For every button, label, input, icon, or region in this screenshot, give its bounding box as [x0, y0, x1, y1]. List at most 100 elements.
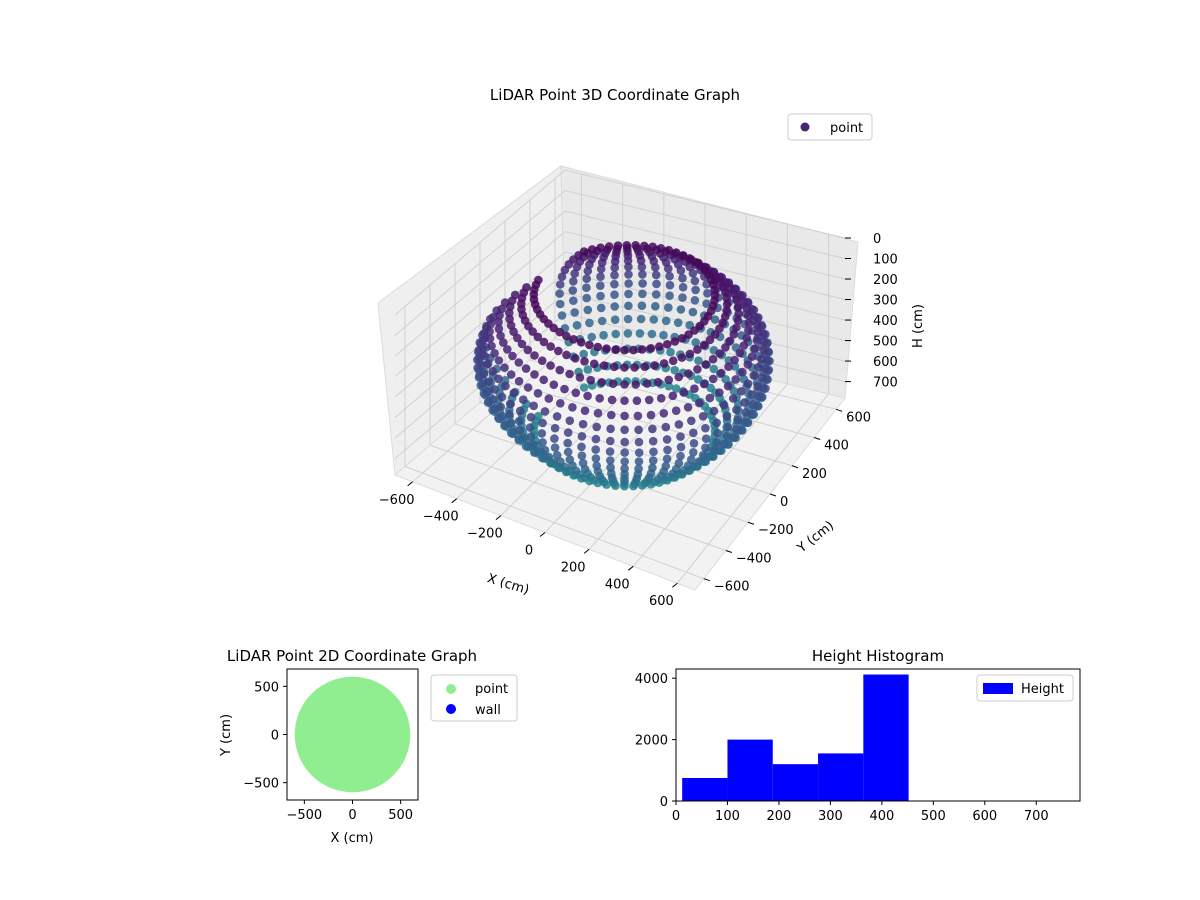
- scatter3d-point: [712, 438, 721, 447]
- scatter3d-point: [610, 315, 620, 325]
- scatter3d-point: [733, 415, 742, 425]
- scatter3d-point: [597, 378, 607, 387]
- scatter3d-point: [637, 301, 647, 311]
- scatter3d-point: [620, 437, 629, 447]
- chart2d-xlabel: X (cm): [331, 831, 374, 846]
- hist-y-tick-label: 0: [660, 795, 668, 810]
- axis3d-y-tick: [813, 437, 821, 441]
- scatter3d-point: [587, 245, 597, 254]
- hist-title: Height Histogram: [812, 647, 944, 665]
- scatter3d-point: [664, 303, 673, 312]
- hist-legend-marker: [983, 683, 1013, 694]
- scatter3d-point: [678, 293, 687, 302]
- scatter3d-point: [733, 302, 743, 312]
- scatter3d-point: [508, 351, 517, 361]
- scatter3d-point: [710, 315, 720, 324]
- scatter3d-point: [501, 381, 510, 391]
- scatter3d-point: [568, 286, 578, 295]
- scatter3d-point: [623, 329, 633, 338]
- scatter3d-point: [732, 296, 741, 305]
- hist-legend-box: [976, 674, 1074, 702]
- scatter3d-point: [517, 339, 527, 349]
- scatter3d-point: [610, 270, 619, 280]
- axis3d-y-tick-label: −400: [736, 551, 772, 566]
- scatter3d-point: [580, 357, 589, 366]
- scatter3d-point: [604, 242, 614, 251]
- scatter3d-point: [709, 445, 719, 455]
- scatter3d-point: [546, 361, 555, 370]
- hist-bar: [772, 764, 819, 801]
- scatter3d-point: [723, 422, 733, 432]
- scatter3d-point: [699, 340, 709, 350]
- scatter3d-point: [538, 418, 547, 428]
- scatter3d-point: [607, 410, 616, 420]
- scatter3d-point: [533, 332, 543, 342]
- scatter3d-point: [649, 315, 659, 324]
- scatter3d-point: [651, 302, 660, 311]
- scatter3d-point: [730, 362, 740, 371]
- axis3d-y-tick: [747, 521, 755, 525]
- scatter3d-point: [549, 458, 559, 467]
- chart2d-point-cloud: [294, 676, 411, 793]
- scatter3d-point: [497, 412, 507, 421]
- axis3d-x-tick: [407, 481, 413, 487]
- scatter3d-point: [533, 389, 543, 398]
- axis3d-y-tick-label: −200: [758, 523, 794, 538]
- grid3d-z-line: [394, 251, 846, 398]
- scatter3d-point: [599, 361, 609, 370]
- chart2d-legend-marker-point: [446, 684, 456, 694]
- grid3d-z-line: [394, 210, 846, 357]
- scatter3d-point: [484, 377, 494, 387]
- hist-y-tick-label: 4000: [635, 672, 668, 687]
- axis3d-x-tick: [672, 582, 678, 588]
- scatter3d-point: [610, 263, 619, 273]
- scatter3d-point: [478, 344, 488, 353]
- axis3d-x-tick-label: 400: [605, 577, 630, 592]
- scatter3d-point: [651, 270, 661, 280]
- scatter3d-point: [709, 406, 719, 416]
- scatter3d-point: [689, 428, 698, 438]
- scatter3d-point: [740, 398, 749, 407]
- scatter3d-point: [525, 423, 535, 432]
- scatter3d-point: [694, 356, 703, 366]
- scatter3d-point: [549, 323, 558, 333]
- scatter3d-point: [693, 375, 703, 384]
- scatter3d-point: [689, 439, 699, 448]
- scatter3d-point: [664, 381, 674, 391]
- scatter3d-point: [540, 445, 550, 455]
- scatter3d-point: [606, 424, 615, 434]
- scatter3d-point: [701, 360, 710, 369]
- scatter3d-point: [649, 447, 658, 457]
- scatter3d-point: [596, 303, 606, 313]
- scatter3d-point: [678, 273, 687, 283]
- scatter3d-point: [747, 352, 757, 361]
- scatter3d-point: [722, 412, 732, 422]
- scatter3d-point: [634, 448, 644, 458]
- scatter3d-point: [732, 323, 741, 332]
- scatter3d-point: [735, 348, 745, 358]
- scatter3d-point: [662, 454, 672, 464]
- scatter3d-point: [488, 367, 497, 376]
- scatter3d-point: [550, 434, 559, 443]
- scatter3d-point: [490, 385, 500, 394]
- hist-bar: [682, 777, 728, 801]
- scatter3d-point: [633, 411, 643, 421]
- axis3d-z-tick-label: 400: [873, 314, 898, 329]
- scatter3d-point: [620, 380, 629, 389]
- scatter3d-point: [717, 368, 726, 378]
- chart2d-title: LiDAR Point 2D Coordinate Graph: [227, 647, 477, 665]
- axis3d-x-tick-label: −600: [379, 493, 415, 508]
- scatter3d-point: [734, 309, 743, 319]
- scatter3d-point: [683, 403, 693, 412]
- scatter3d-point: [689, 448, 698, 457]
- hist-legend-label: Height: [1021, 682, 1064, 697]
- scatter3d-point: [750, 344, 760, 353]
- hist-bar: [863, 674, 909, 801]
- scatter3d-point: [638, 279, 647, 288]
- scatter3d-point: [705, 335, 715, 345]
- scatter3d-point: [674, 372, 684, 382]
- scatter3d-point: [555, 289, 564, 298]
- scatter3d-point: [732, 405, 741, 415]
- scatter3d-point: [593, 342, 603, 352]
- scatter3d-point: [571, 388, 581, 398]
